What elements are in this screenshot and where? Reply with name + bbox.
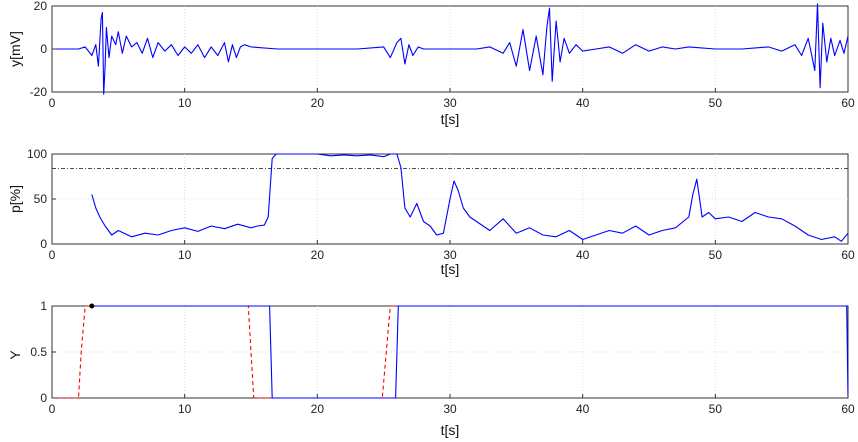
x-tick-label: 40 (576, 402, 590, 416)
y-tick-label: 0 (40, 237, 47, 251)
y-axis-label-1: y[mV] (7, 31, 23, 67)
series-group-2 (52, 153, 849, 242)
panel-probability: 0 10 20 30 40 50 60 0 50 100 t[s] p[%] (7, 147, 855, 277)
y-tick-label: 0 (40, 391, 47, 405)
x-tick-label: 30 (443, 248, 457, 262)
grid-2 (52, 154, 848, 244)
y-tick-label: 50 (34, 192, 48, 206)
y-ticks-3: 00.51 (30, 299, 56, 405)
x-tick-label: 0 (49, 96, 56, 110)
x-axis-label-3: t[s] (441, 422, 460, 438)
onset-marker (89, 303, 95, 309)
y-ticks-1: -20 0 20 (30, 0, 56, 99)
y-ticks-2: 0 50 100 (27, 147, 56, 251)
series-group-3 (52, 303, 849, 399)
y-axis-label-2: p[%] (7, 185, 23, 213)
series-group-1 (52, 3, 849, 95)
x-tick-label: 20 (311, 402, 325, 416)
series-line-2 (91, 305, 849, 399)
x-axis-label-2: t[s] (441, 261, 460, 277)
series-line-1 (91, 153, 849, 242)
x-tick-label: 30 (443, 96, 457, 110)
series-line-1 (52, 3, 849, 95)
x-tick-label: 0 (49, 248, 56, 262)
x-tick-label: 50 (709, 248, 723, 262)
x-tick-label: 0 (49, 402, 56, 416)
x-tick-label: 30 (443, 402, 457, 416)
grid-3 (52, 306, 848, 398)
x-tick-label: 10 (178, 96, 192, 110)
x-tick-label: 50 (709, 402, 723, 416)
x-tick-label: 20 (311, 248, 325, 262)
x-tick-label: 40 (576, 96, 590, 110)
x-tick-label: 60 (841, 402, 855, 416)
y-tick-label: 0.5 (30, 345, 47, 359)
x-tick-label: 40 (576, 248, 590, 262)
x-tick-label: 60 (841, 96, 855, 110)
y-tick-label: 1 (40, 299, 47, 313)
y-tick-label: 100 (27, 147, 47, 161)
y-tick-label: 0 (40, 42, 47, 56)
x-ticks-1: 0 10 20 30 40 50 60 (49, 88, 855, 110)
panel-decision: 0 10 20 30 40 50 60 00.51 t[s] Y (7, 299, 855, 438)
y-tick-label: 20 (34, 0, 48, 13)
x-tick-label: 20 (311, 96, 325, 110)
x-tick-label: 50 (709, 96, 723, 110)
x-tick-label: 10 (178, 402, 192, 416)
y-axis-label-3: Y (7, 350, 23, 360)
x-tick-label: 60 (841, 248, 855, 262)
x-tick-label: 10 (178, 248, 192, 262)
x-ticks-2: 0 10 20 30 40 50 60 (49, 240, 855, 262)
series-line-1 (52, 305, 397, 399)
x-axis-label-1: t[s] (441, 111, 460, 127)
y-tick-label: -20 (30, 85, 48, 99)
x-ticks-3: 0 10 20 30 40 50 60 (49, 394, 855, 416)
